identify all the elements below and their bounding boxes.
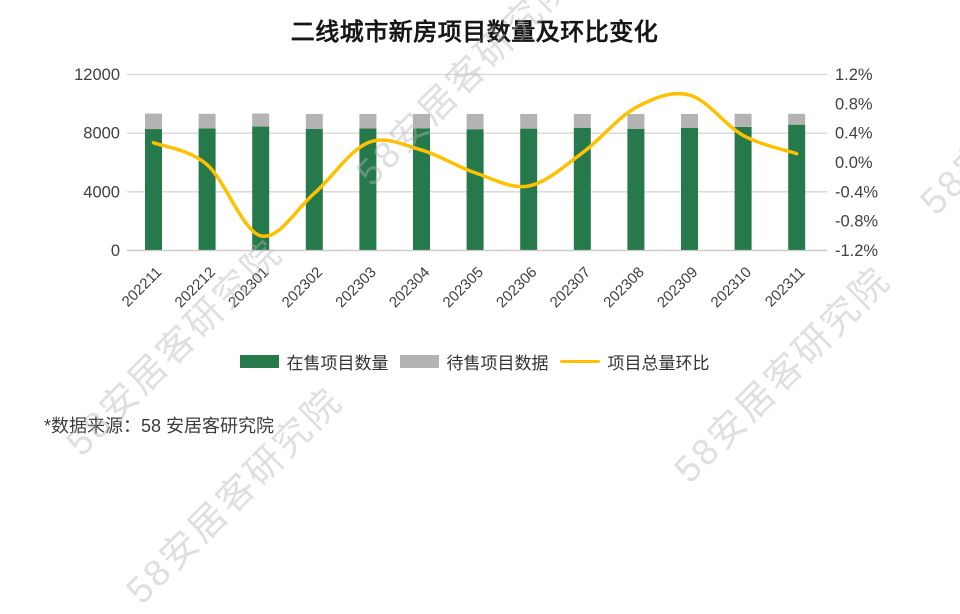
line-series-mom <box>151 91 799 238</box>
legend-item-onsale: 在售项目数量 <box>239 349 389 374</box>
bar-onsale-202302 <box>305 128 323 251</box>
bar-onsale-202307 <box>573 127 591 251</box>
chart-plot-area: 12000 8000 4000 0 1.2% 0.8% 0.4% 0.0% -0.4% -0.8%… <box>74 66 878 311</box>
legend-item-pending: 待售项目数据 <box>399 349 549 374</box>
svg-text:-0.8%: -0.8% <box>835 213 878 231</box>
bar-onsale-202303 <box>359 128 377 251</box>
svg-text:12000: 12000 <box>74 66 120 84</box>
svg-text:202310: 202310 <box>708 264 755 311</box>
svg-text:-1.2%: -1.2% <box>835 242 878 260</box>
left-axis-labels: 12000 8000 4000 0 <box>74 66 120 260</box>
svg-text:202307: 202307 <box>547 264 594 311</box>
bar-pending-202302 <box>305 113 323 129</box>
bar-onsale-202309 <box>681 127 698 251</box>
bar-pending-202303 <box>359 113 377 129</box>
watermark-text: 58安居客研究院 <box>118 379 351 612</box>
svg-text:0: 0 <box>111 242 120 260</box>
bar-onsale-202305 <box>466 129 484 251</box>
svg-text:202311: 202311 <box>762 264 809 311</box>
svg-text:202301: 202301 <box>225 264 272 311</box>
bar-onsale-202304 <box>413 128 430 251</box>
bar-onsale-202311 <box>788 124 806 251</box>
right-axis-labels: 1.2% 0.8% 0.4% 0.0% -0.4% -0.8% -1.2% <box>835 66 878 260</box>
bar-pending-202309 <box>681 113 698 128</box>
pending-bar-swatch-icon <box>399 355 439 368</box>
legend-label-mom-line: 项目总量环比 <box>607 354 710 373</box>
svg-text:-0.4%: -0.4% <box>835 183 878 201</box>
bar-onsale-202211 <box>145 129 162 251</box>
svg-text:8000: 8000 <box>83 125 120 143</box>
bar-onsale-202308 <box>627 128 645 251</box>
bar-onsale-202212 <box>198 128 216 251</box>
svg-text:0.0%: 0.0% <box>835 154 873 172</box>
legend-label-onsale: 在售项目数量 <box>286 354 389 373</box>
svg-text:202306: 202306 <box>493 264 540 311</box>
bar-series-onsale <box>145 124 806 251</box>
bar-pending-202308 <box>627 113 645 129</box>
svg-text:202309: 202309 <box>654 264 701 311</box>
bar-series-pending <box>145 113 806 130</box>
legend-item-mom-line: 项目总量环比 <box>559 349 710 374</box>
x-axis-labels: 202211 202212 202301 202302 202303 202304 2023… <box>119 264 809 311</box>
bar-pending-202301 <box>252 113 270 127</box>
svg-text:1.2%: 1.2% <box>835 66 873 84</box>
bar-pending-202306 <box>520 113 538 129</box>
bar-onsale-202310 <box>734 126 752 251</box>
bar-onsale-202306 <box>520 128 538 251</box>
svg-text:202212: 202212 <box>172 264 219 311</box>
svg-text:202308: 202308 <box>600 264 647 311</box>
onsale-bar-swatch-icon <box>239 355 279 368</box>
mom-line-swatch-icon <box>559 359 600 364</box>
bar-pending-202305 <box>466 113 484 130</box>
svg-text:202211: 202211 <box>119 264 166 311</box>
svg-text:0.4%: 0.4% <box>835 125 873 143</box>
legend-label-pending: 待售项目数据 <box>446 354 549 373</box>
svg-text:202302: 202302 <box>279 264 326 311</box>
bar-pending-202211 <box>145 113 162 130</box>
svg-text:202305: 202305 <box>440 264 487 311</box>
svg-text:0.8%: 0.8% <box>835 95 873 113</box>
bar-pending-202304 <box>413 113 430 129</box>
page-title: 二线城市新房项目数量及环比变化 <box>290 19 659 46</box>
data-source-note: *数据来源：58 安居客研究院 <box>44 416 275 436</box>
legend: 在售项目数量 待售项目数据 项目总量环比 <box>127 349 822 374</box>
bar-pending-202307 <box>573 113 591 128</box>
bar-pending-202212 <box>198 113 216 129</box>
svg-text:202303: 202303 <box>332 264 379 311</box>
bar-onsale-202301 <box>252 126 270 251</box>
bar-pending-202311 <box>788 113 806 125</box>
bar-pending-202310 <box>734 113 752 127</box>
svg-text:202304: 202304 <box>386 264 433 311</box>
svg-text:4000: 4000 <box>83 183 120 201</box>
